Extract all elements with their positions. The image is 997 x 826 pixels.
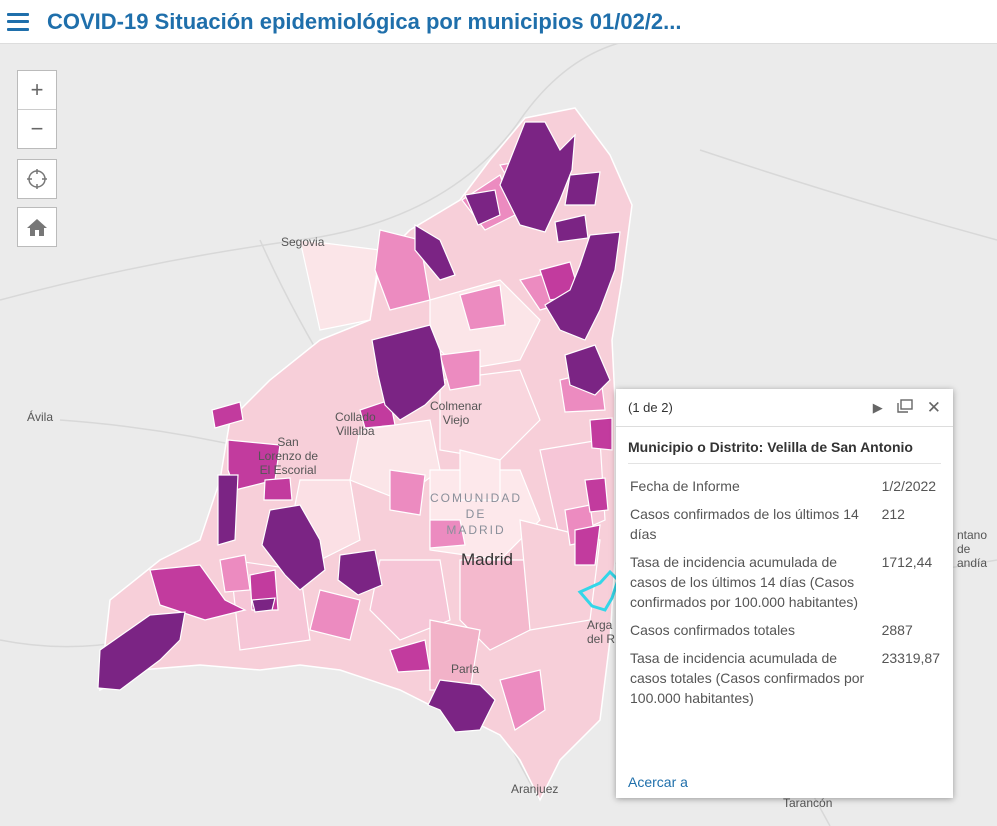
place-label-tarancon: Tarancón [783, 796, 833, 810]
attribute-value: 212 [881, 506, 905, 522]
place-label-san-lorenzo: San Lorenzo de El Escorial [258, 435, 319, 477]
popup-pagination: (1 de 2) [628, 400, 673, 415]
attribute-value: 2887 [881, 622, 913, 638]
place-label-segovia: Segovia [281, 235, 325, 249]
hamburger-menu-icon[interactable] [7, 12, 29, 31]
feature-popup: (1 de 2) ▶ ✕ Municipio o Distrito: Velil… [616, 389, 953, 798]
popup-header: (1 de 2) ▶ ✕ [616, 389, 953, 427]
place-label-colmenar-viejo: Colmenar Viejo [430, 399, 483, 427]
home-icon [27, 219, 47, 236]
zoom-in-button[interactable]: + [30, 77, 44, 102]
attribute-label: Tasa de incidencia acumulada de casos to… [630, 650, 865, 706]
dock-popup-icon[interactable] [897, 399, 913, 416]
attribute-value: 23319,87 [881, 650, 940, 666]
zoom-out-button[interactable]: − [18, 109, 56, 148]
place-label-parla: Parla [451, 662, 480, 676]
table-row: Fecha de Informe 1/2/2022 [630, 472, 940, 500]
next-feature-icon[interactable]: ▶ [872, 399, 883, 415]
locate-crosshair-icon [27, 169, 47, 189]
attribute-label: Tasa de incidencia acumulada de casos de… [630, 554, 859, 610]
zoom-controls: + − [17, 70, 57, 149]
attribute-label: Casos confirmados totales [630, 622, 795, 638]
attribute-label: Casos confirmados de los últimos 14 días [630, 506, 859, 542]
popup-title: Municipio o Distrito: Velilla de San Ant… [628, 439, 941, 464]
place-label-avila: Ávila [27, 410, 54, 424]
place-label-collado-villalba: Collado Villalba [335, 410, 376, 438]
place-label-aranjuez: Aranjuez [511, 782, 559, 796]
table-row: Tasa de incidencia acumulada de casos to… [630, 644, 940, 712]
selected-municipio-outline [577, 569, 620, 612]
locate-button[interactable] [17, 159, 57, 199]
popup-attributes-table: Fecha de Informe 1/2/2022 Casos confirmad… [630, 472, 940, 712]
attribute-value: 1712,44 [881, 554, 933, 570]
map-canvas [0, 44, 997, 826]
attribute-value: 1/2/2022 [881, 478, 937, 494]
table-row: Casos confirmados de los últimos 14 días… [630, 500, 940, 548]
table-row: Tasa de incidencia acumulada de casos de… [630, 548, 940, 616]
app-header: COVID-19 Situación epidemiológica por mu… [0, 0, 997, 44]
home-button[interactable] [17, 207, 57, 247]
region-label-comunidad-madrid: COMUNIDAD DE MADRID [430, 491, 522, 537]
table-row: Casos confirmados totales 2887 [630, 616, 940, 644]
app-title: COVID-19 Situación epidemiológica por mu… [47, 8, 682, 34]
attribute-label: Fecha de Informe [630, 478, 740, 494]
place-label-madrid: Madrid [461, 550, 513, 569]
place-label-arganda: Arga del R [587, 618, 616, 646]
zoom-to-link[interactable]: Acercar a [628, 774, 688, 790]
close-icon[interactable]: ✕ [926, 397, 941, 417]
place-label-edge-right: ntano de andía [957, 528, 988, 570]
